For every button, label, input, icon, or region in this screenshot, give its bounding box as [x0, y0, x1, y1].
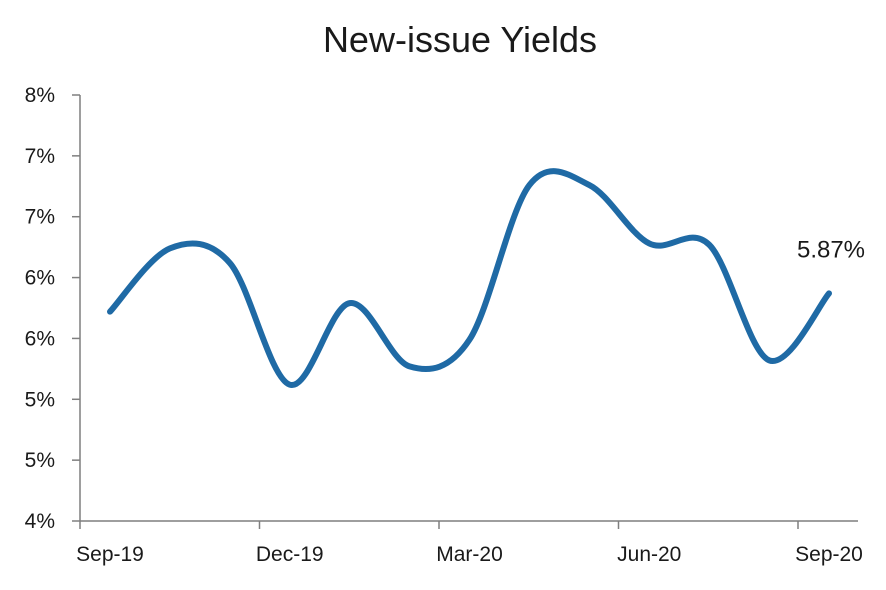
y-tick-label: 6% — [25, 327, 55, 350]
series-group — [107, 168, 832, 388]
y-tick-label: 5% — [25, 388, 55, 411]
x-tick-label: Mar-20 — [436, 543, 503, 566]
y-tick-label: 5% — [25, 449, 55, 472]
x-tick-label: Jun-20 — [617, 543, 681, 566]
y-tick-label: 4% — [25, 510, 55, 533]
axes — [72, 94, 858, 529]
series-line — [107, 168, 832, 388]
labels-group: 4% 5% 5% 6% 6% 7% 7% 8% Sep-19 Dec-19 Mar-20 Jun-20… — [25, 84, 865, 566]
chart-title: New-issue Yields — [323, 19, 597, 60]
x-tick-label: Sep-19 — [76, 543, 144, 566]
y-tick-label: 7% — [25, 206, 55, 229]
y-tick-label: 7% — [25, 145, 55, 168]
x-tick-label: Sep-20 — [795, 543, 863, 566]
y-tick-label: 6% — [25, 267, 55, 290]
last-value-annotation: 5.87% — [797, 236, 865, 263]
x-tick-label: Dec-19 — [256, 543, 324, 566]
y-tick-label: 8% — [25, 84, 55, 107]
